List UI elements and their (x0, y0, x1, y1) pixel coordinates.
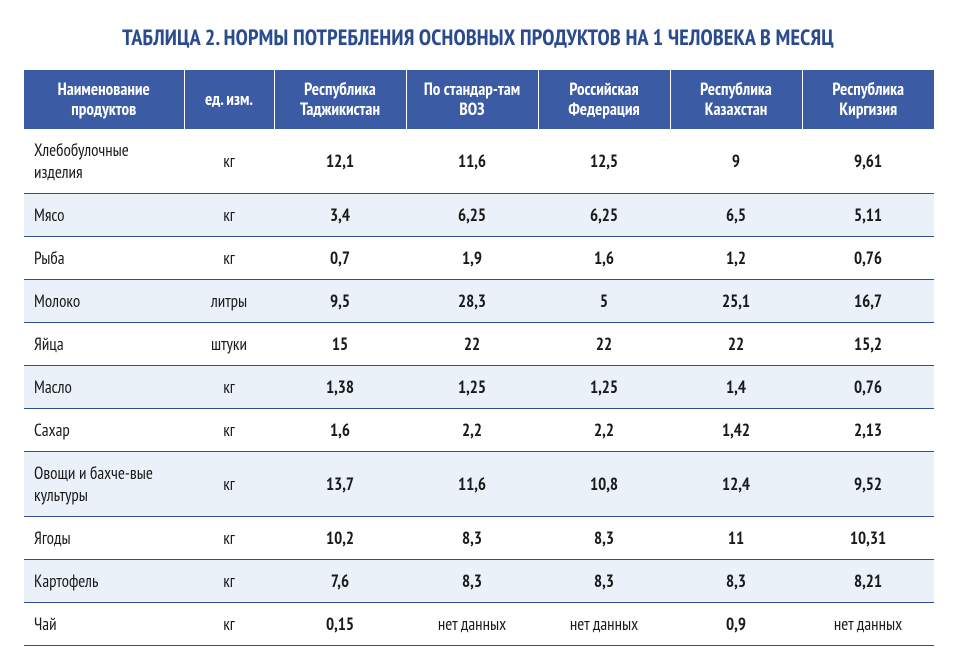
table-header-row: Наименование продуктов ед. изм. Республи… (24, 70, 934, 129)
cell-value: 22 (406, 323, 538, 366)
cell-product-name: Мясо (24, 194, 184, 237)
cell-value: нет данных (406, 603, 538, 646)
cell-value: 10,2 (274, 517, 406, 560)
cell-value: 12,5 (538, 129, 670, 194)
cell-unit: штуки (184, 323, 274, 366)
table-body: Хлебобулочные изделиякг12,111,612,599,61… (24, 129, 934, 646)
table-row: Мясокг3,46,256,256,55,11 (24, 194, 934, 237)
cell-product-name: Хлебобулочные изделия (24, 129, 184, 194)
cell-value: 13,7 (274, 452, 406, 517)
cell-unit: кг (184, 452, 274, 517)
col-header-kyrgyzia: Республика Киргизия (802, 70, 934, 129)
cell-value: 7,6 (274, 560, 406, 603)
cell-value: 10,31 (802, 517, 934, 560)
cell-value: 6,25 (406, 194, 538, 237)
cell-value: 3,4 (274, 194, 406, 237)
col-header-who: По стандар-там ВОЗ (406, 70, 538, 129)
cell-value: 1,6 (538, 237, 670, 280)
cell-value: 0,76 (802, 366, 934, 409)
col-header-unit: ед. изм. (184, 70, 274, 129)
cell-unit: кг (184, 409, 274, 452)
cell-value: 9,5 (274, 280, 406, 323)
cell-value: 12,1 (274, 129, 406, 194)
cell-value: 11 (670, 517, 802, 560)
cell-value: 10,8 (538, 452, 670, 517)
cell-value: 11,6 (406, 452, 538, 517)
cell-value: нет данных (538, 603, 670, 646)
table-row: Молоколитры9,528,3525,116,7 (24, 280, 934, 323)
table-row: Яйцаштуки1522222215,2 (24, 323, 934, 366)
cell-value: 1,38 (274, 366, 406, 409)
table-row: Картофелькг7,68,38,38,38,21 (24, 560, 934, 603)
cell-value: 15 (274, 323, 406, 366)
cell-value: 1,6 (274, 409, 406, 452)
cell-product-name: Рыба (24, 237, 184, 280)
cell-product-name: Масло (24, 366, 184, 409)
table-row: Ягодыкг10,28,38,31110,31 (24, 517, 934, 560)
table-row: Хлебобулочные изделиякг12,111,612,599,61 (24, 129, 934, 194)
col-header-kazakhstan: Республика Казахстан (670, 70, 802, 129)
consumption-norms-table: Наименование продуктов ед. изм. Республи… (24, 70, 934, 646)
cell-value: 28,3 (406, 280, 538, 323)
cell-value: 0,15 (274, 603, 406, 646)
cell-unit: кг (184, 129, 274, 194)
cell-value: 8,3 (406, 560, 538, 603)
cell-value: 0,7 (274, 237, 406, 280)
cell-value: 25,1 (670, 280, 802, 323)
table-row: Овощи и бахче-вые культурыкг13,711,610,8… (24, 452, 934, 517)
cell-value: 0,9 (670, 603, 802, 646)
cell-value: 8,3 (538, 560, 670, 603)
cell-value: нет данных (802, 603, 934, 646)
cell-unit: кг (184, 517, 274, 560)
cell-value: 1,42 (670, 409, 802, 452)
table-row: Сахаркг1,62,22,21,422,13 (24, 409, 934, 452)
cell-value: 8,3 (538, 517, 670, 560)
cell-value: 8,21 (802, 560, 934, 603)
cell-value: 6,5 (670, 194, 802, 237)
table-row: Рыбакг0,71,91,61,20,76 (24, 237, 934, 280)
cell-unit: кг (184, 603, 274, 646)
cell-value: 15,2 (802, 323, 934, 366)
cell-value: 6,25 (538, 194, 670, 237)
cell-unit: литры (184, 280, 274, 323)
col-header-tajikistan: Республика Таджикистан (274, 70, 406, 129)
cell-value: 9,52 (802, 452, 934, 517)
cell-value: 1,4 (670, 366, 802, 409)
cell-value: 11,6 (406, 129, 538, 194)
cell-product-name: Картофель (24, 560, 184, 603)
table-row: Чайкг0,15нет данныхнет данных0,9нет данн… (24, 603, 934, 646)
col-header-name: Наименование продуктов (24, 70, 184, 129)
cell-value: 1,25 (538, 366, 670, 409)
cell-value: 5 (538, 280, 670, 323)
cell-value: 9 (670, 129, 802, 194)
cell-value: 16,7 (802, 280, 934, 323)
cell-value: 9,61 (802, 129, 934, 194)
cell-value: 2,13 (802, 409, 934, 452)
cell-value: 1,2 (670, 237, 802, 280)
cell-value: 8,3 (406, 517, 538, 560)
cell-unit: кг (184, 194, 274, 237)
cell-value: 1,25 (406, 366, 538, 409)
cell-value: 12,4 (670, 452, 802, 517)
cell-product-name: Сахар (24, 409, 184, 452)
cell-product-name: Молоко (24, 280, 184, 323)
cell-value: 2,2 (538, 409, 670, 452)
cell-unit: кг (184, 560, 274, 603)
cell-value: 8,3 (670, 560, 802, 603)
table-row: Маслокг1,381,251,251,40,76 (24, 366, 934, 409)
cell-product-name: Яйца (24, 323, 184, 366)
cell-value: 22 (538, 323, 670, 366)
cell-value: 1,9 (406, 237, 538, 280)
col-header-russia: Российская Федерация (538, 70, 670, 129)
cell-value: 0,76 (802, 237, 934, 280)
cell-value: 2,2 (406, 409, 538, 452)
cell-value: 22 (670, 323, 802, 366)
cell-unit: кг (184, 237, 274, 280)
cell-value: 5,11 (802, 194, 934, 237)
table-title: ТАБЛИЦА 2. НОРМЫ ПОТРЕБЛЕНИЯ ОСНОВНЫХ ПР… (24, 24, 932, 52)
cell-product-name: Ягоды (24, 517, 184, 560)
cell-product-name: Овощи и бахче-вые культуры (24, 452, 184, 517)
cell-product-name: Чай (24, 603, 184, 646)
cell-unit: кг (184, 366, 274, 409)
